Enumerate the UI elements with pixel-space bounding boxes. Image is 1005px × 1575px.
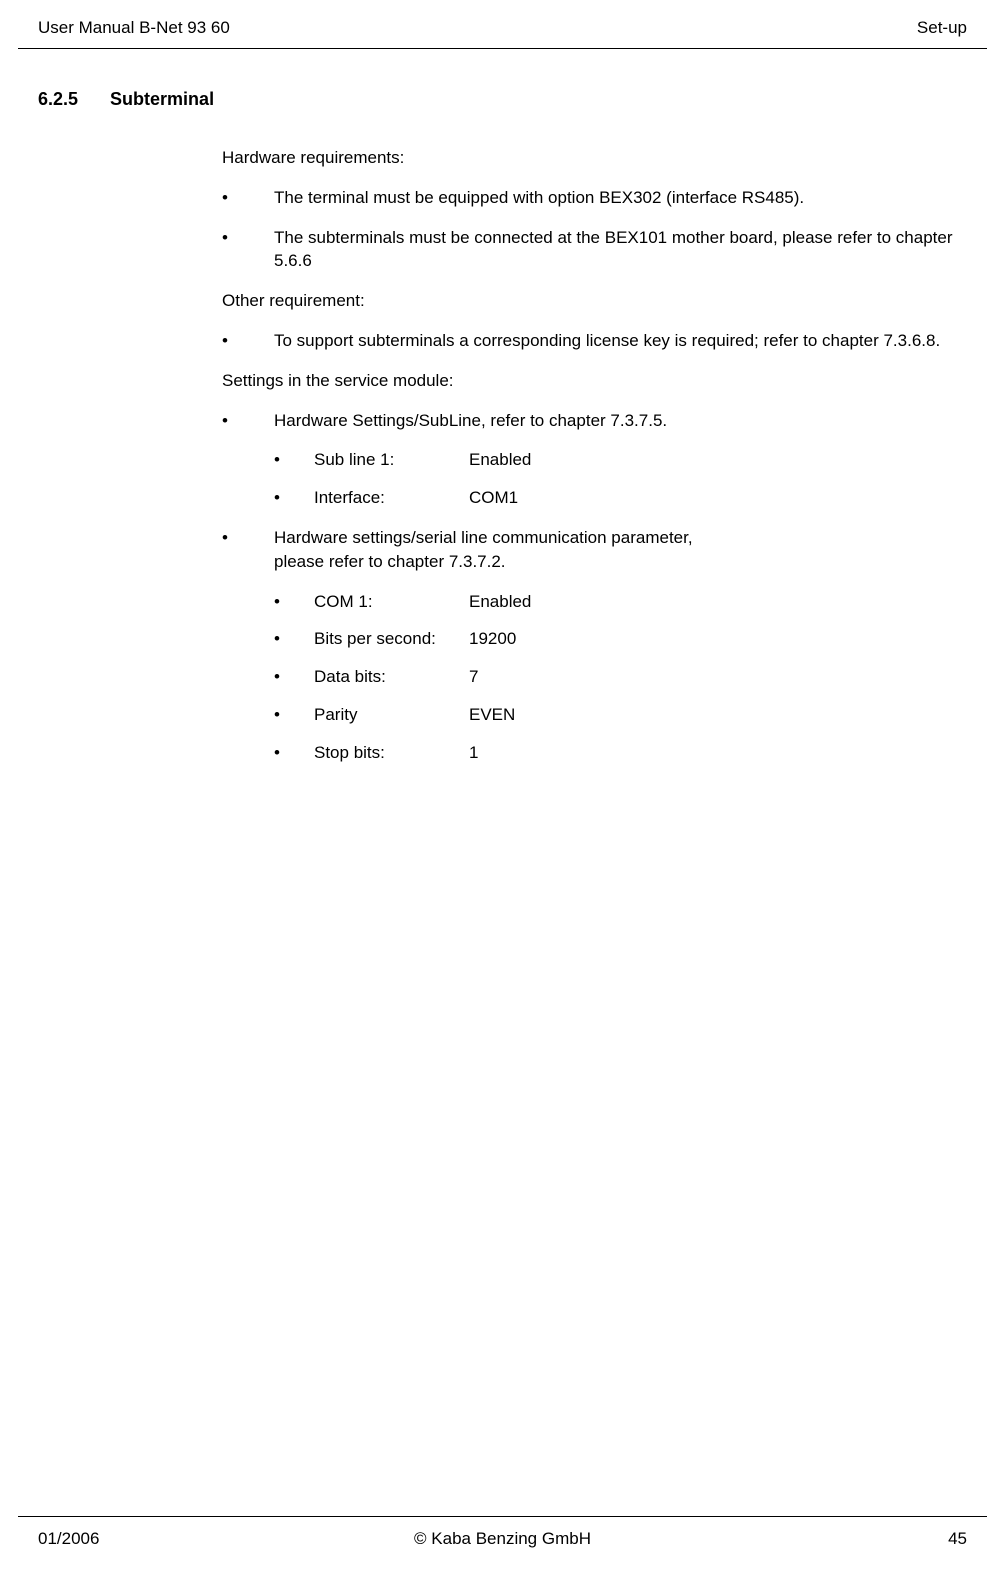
content-area: 6.2.5 Subterminal Hardware requirements:…: [18, 49, 987, 765]
bullet-text: Hardware Settings/SubLine, refer to chap…: [274, 409, 967, 433]
bullet-text: Hardware settings/serial line communicat…: [274, 526, 967, 574]
settings-nested-2: • COM 1: Enabled • Bits per second: 1920…: [274, 590, 967, 765]
list-item: • Data bits: 7: [274, 665, 967, 689]
list-item: • To support subterminals a correspondin…: [222, 329, 967, 353]
list-item: • Stop bits: 1: [274, 741, 967, 765]
bullet-icon: •: [274, 665, 314, 689]
list-item: • The terminal must be equipped with opt…: [222, 186, 967, 210]
list-item: • Interface: COM1: [274, 486, 967, 510]
bullet-icon: •: [222, 186, 274, 210]
setting-value: 7: [469, 665, 967, 689]
other-requirements-list: • To support subterminals a correspondin…: [222, 329, 967, 353]
list-item: • Parity EVEN: [274, 703, 967, 727]
setting-label: Sub line 1:: [314, 448, 469, 472]
settings-list-2: • Hardware settings/serial line communic…: [222, 526, 967, 574]
bullet-text-line1: Hardware settings/serial line communicat…: [274, 528, 693, 547]
settings-list-1: • Hardware Settings/SubLine, refer to ch…: [222, 409, 967, 433]
setting-label: Data bits:: [314, 665, 469, 689]
page-header: User Manual B-Net 93 60 Set-up: [18, 0, 987, 49]
setting-value: 19200: [469, 627, 967, 651]
section-title: Subterminal: [110, 89, 214, 110]
bullet-text: The terminal must be equipped with optio…: [274, 186, 967, 210]
other-requirement-label: Other requirement:: [222, 289, 967, 313]
page-footer: 01/2006 © Kaba Benzing GmbH 45: [18, 1516, 987, 1549]
footer-date: 01/2006: [38, 1529, 348, 1549]
section-number: 6.2.5: [38, 89, 78, 110]
list-item: • The subterminals must be connected at …: [222, 226, 967, 274]
bullet-icon: •: [274, 448, 314, 472]
bullet-icon: •: [222, 226, 274, 274]
footer-page-number: 45: [657, 1529, 967, 1549]
setting-value: 1: [469, 741, 967, 765]
list-item: • Bits per second: 19200: [274, 627, 967, 651]
header-left: User Manual B-Net 93 60: [38, 18, 230, 38]
footer-copyright: © Kaba Benzing GmbH: [348, 1529, 658, 1549]
bullet-text-line2: please refer to chapter 7.3.7.2.: [274, 552, 506, 571]
list-item: • Hardware Settings/SubLine, refer to ch…: [222, 409, 967, 433]
bullet-text: The subterminals must be connected at th…: [274, 226, 967, 274]
setting-label: Stop bits:: [314, 741, 469, 765]
setting-label: Bits per second:: [314, 627, 469, 651]
body-content: Hardware requirements: • The terminal mu…: [222, 146, 967, 765]
bullet-text: To support subterminals a corresponding …: [274, 329, 967, 353]
setting-value: COM1: [469, 486, 967, 510]
bullet-icon: •: [274, 486, 314, 510]
hw-requirements-label: Hardware requirements:: [222, 146, 967, 170]
list-item: • Hardware settings/serial line communic…: [222, 526, 967, 574]
bullet-icon: •: [222, 526, 274, 574]
list-item: • Sub line 1: Enabled: [274, 448, 967, 472]
settings-nested-1: • Sub line 1: Enabled • Interface: COM1: [274, 448, 967, 510]
bullet-icon: •: [274, 627, 314, 651]
list-item: • COM 1: Enabled: [274, 590, 967, 614]
setting-label: COM 1:: [314, 590, 469, 614]
header-right: Set-up: [917, 18, 967, 38]
bullet-icon: •: [222, 409, 274, 433]
setting-label: Parity: [314, 703, 469, 727]
hw-requirements-list: • The terminal must be equipped with opt…: [222, 186, 967, 273]
bullet-icon: •: [274, 703, 314, 727]
setting-value: Enabled: [469, 448, 967, 472]
setting-value: EVEN: [469, 703, 967, 727]
setting-value: Enabled: [469, 590, 967, 614]
setting-label: Interface:: [314, 486, 469, 510]
section-heading: 6.2.5 Subterminal: [38, 89, 967, 110]
bullet-icon: •: [222, 329, 274, 353]
bullet-icon: •: [274, 590, 314, 614]
bullet-icon: •: [274, 741, 314, 765]
settings-label: Settings in the service module:: [222, 369, 967, 393]
